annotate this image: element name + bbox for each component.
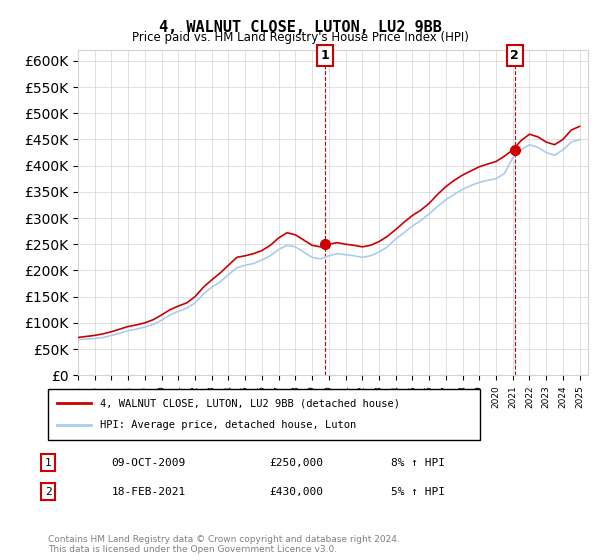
Text: 18-FEB-2021: 18-FEB-2021 xyxy=(112,487,185,497)
Text: 4, WALNUT CLOSE, LUTON, LU2 9BB (detached house): 4, WALNUT CLOSE, LUTON, LU2 9BB (detache… xyxy=(100,398,400,408)
Text: 2: 2 xyxy=(511,49,519,62)
Text: 4, WALNUT CLOSE, LUTON, LU2 9BB: 4, WALNUT CLOSE, LUTON, LU2 9BB xyxy=(158,20,442,35)
Text: 1: 1 xyxy=(320,49,329,62)
Text: £250,000: £250,000 xyxy=(270,458,324,468)
Text: 2: 2 xyxy=(44,487,52,497)
Text: HPI: Average price, detached house, Luton: HPI: Average price, detached house, Luto… xyxy=(100,421,356,431)
Text: 5% ↑ HPI: 5% ↑ HPI xyxy=(391,487,445,497)
Text: £430,000: £430,000 xyxy=(270,487,324,497)
Text: Price paid vs. HM Land Registry's House Price Index (HPI): Price paid vs. HM Land Registry's House … xyxy=(131,31,469,44)
Text: Contains HM Land Registry data © Crown copyright and database right 2024.
This d: Contains HM Land Registry data © Crown c… xyxy=(48,535,400,554)
FancyBboxPatch shape xyxy=(48,389,480,440)
Text: 8% ↑ HPI: 8% ↑ HPI xyxy=(391,458,445,468)
Text: 1: 1 xyxy=(44,458,52,468)
Text: 09-OCT-2009: 09-OCT-2009 xyxy=(112,458,185,468)
